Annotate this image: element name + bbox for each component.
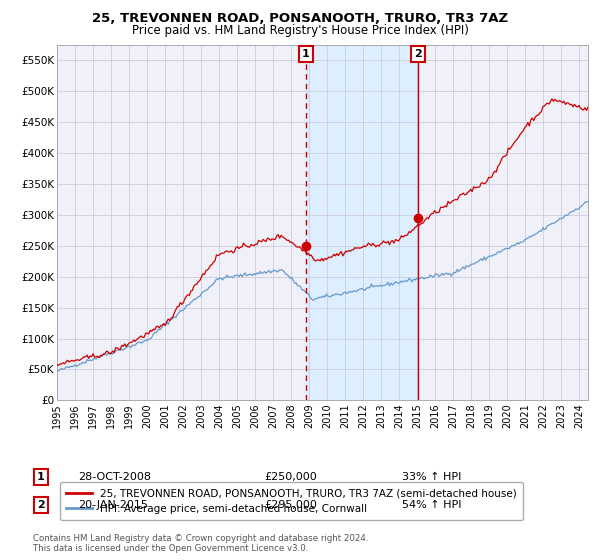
- Text: 20-JAN-2015: 20-JAN-2015: [78, 500, 148, 510]
- Text: 28-OCT-2008: 28-OCT-2008: [78, 472, 151, 482]
- Text: 1: 1: [37, 472, 44, 482]
- Text: 33% ↑ HPI: 33% ↑ HPI: [402, 472, 461, 482]
- Text: 2: 2: [414, 49, 422, 59]
- Bar: [306, 45, 418, 400]
- Text: £250,000: £250,000: [264, 472, 317, 482]
- Text: 25, TREVONNEN ROAD, PONSANOOTH, TRURO, TR3 7AZ: 25, TREVONNEN ROAD, PONSANOOTH, TRURO, T…: [92, 12, 508, 25]
- Text: 2: 2: [37, 500, 44, 510]
- Legend: 25, TREVONNEN ROAD, PONSANOOTH, TRURO, TR3 7AZ (semi-detached house), HPI: Avera: 25, TREVONNEN ROAD, PONSANOOTH, TRURO, T…: [59, 482, 523, 520]
- Text: Price paid vs. HM Land Registry's House Price Index (HPI): Price paid vs. HM Land Registry's House …: [131, 24, 469, 36]
- Text: 1: 1: [302, 49, 310, 59]
- Text: £295,000: £295,000: [264, 500, 317, 510]
- Text: Contains HM Land Registry data © Crown copyright and database right 2024.
This d: Contains HM Land Registry data © Crown c…: [33, 534, 368, 553]
- Text: 54% ↑ HPI: 54% ↑ HPI: [402, 500, 461, 510]
